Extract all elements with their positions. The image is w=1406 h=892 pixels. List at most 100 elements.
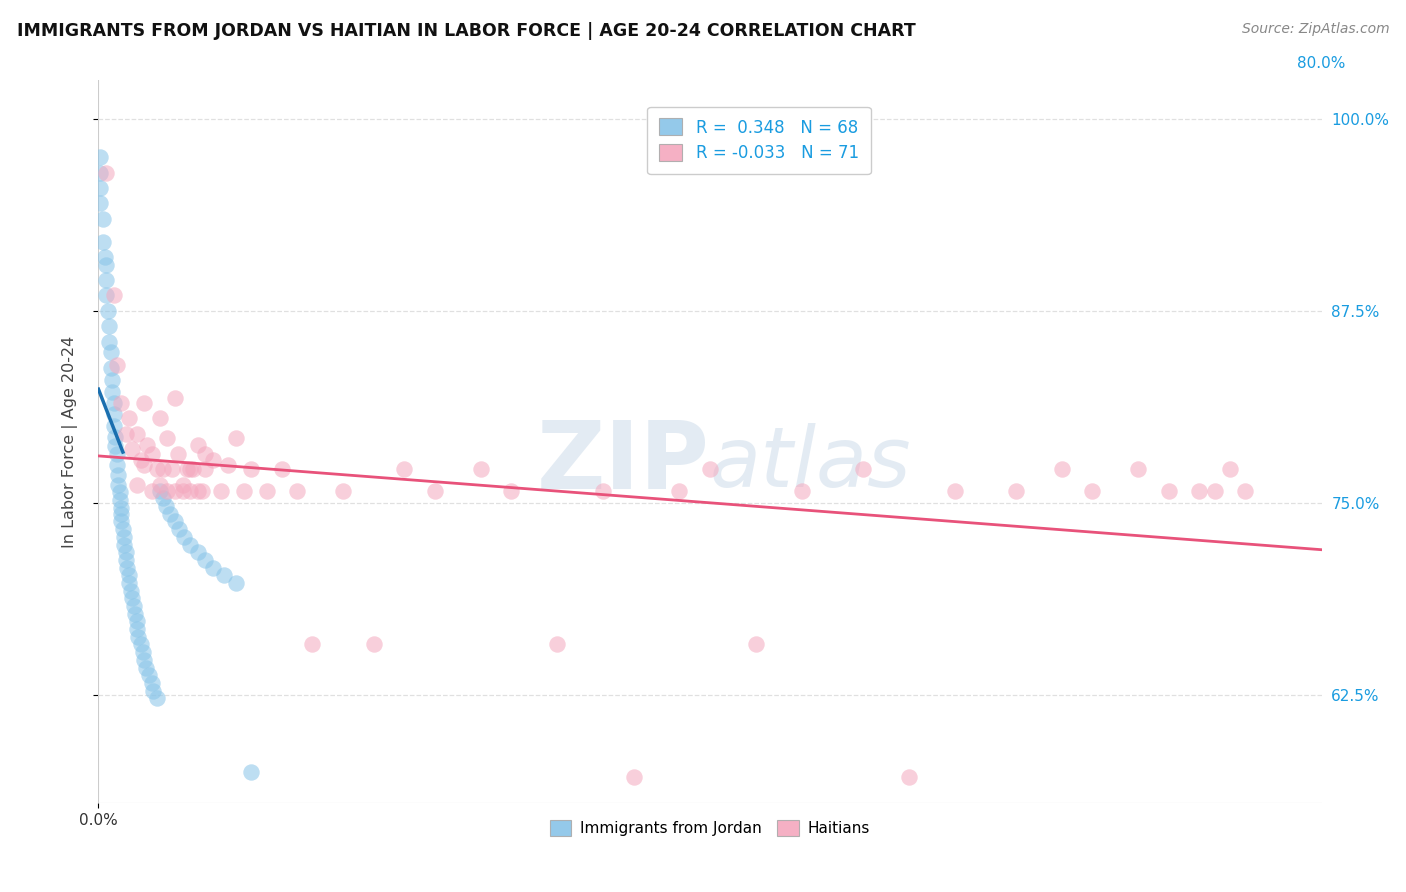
- Point: [1188, 483, 1211, 498]
- Point: [191, 483, 214, 498]
- Point: [134, 396, 156, 410]
- Point: [142, 683, 165, 698]
- Point: [149, 483, 172, 498]
- Point: [699, 462, 721, 476]
- Point: [1050, 462, 1073, 476]
- Point: [89, 196, 111, 211]
- Point: [107, 468, 129, 483]
- Point: [112, 537, 135, 551]
- Point: [897, 770, 920, 784]
- Point: [172, 477, 194, 491]
- Point: [187, 545, 209, 559]
- Y-axis label: In Labor Force | Age 20-24: In Labor Force | Age 20-24: [62, 335, 77, 548]
- Point: [110, 507, 132, 521]
- Point: [156, 432, 179, 446]
- Point: [115, 426, 138, 441]
- Point: [546, 637, 568, 651]
- Text: IMMIGRANTS FROM JORDAN VS HAITIAN IN LABOR FORCE | AGE 20-24 CORRELATION CHART: IMMIGRANTS FROM JORDAN VS HAITIAN IN LAB…: [17, 22, 915, 40]
- Point: [136, 437, 159, 451]
- Point: [132, 645, 155, 659]
- Point: [501, 483, 523, 498]
- Point: [100, 345, 122, 359]
- Point: [179, 462, 201, 476]
- Point: [141, 447, 163, 461]
- Point: [125, 426, 148, 441]
- Point: [623, 770, 645, 784]
- Point: [121, 442, 143, 457]
- Point: [240, 462, 263, 476]
- Point: [301, 637, 323, 651]
- Point: [105, 447, 128, 461]
- Point: [117, 560, 139, 574]
- Point: [217, 458, 239, 472]
- Point: [194, 553, 217, 567]
- Point: [91, 235, 114, 249]
- Point: [98, 319, 121, 334]
- Legend: Immigrants from Jordan, Haitians: Immigrants from Jordan, Haitians: [544, 814, 876, 842]
- Point: [103, 396, 125, 410]
- Point: [135, 660, 157, 674]
- Point: [149, 411, 172, 425]
- Point: [145, 462, 167, 476]
- Point: [181, 462, 204, 476]
- Point: [232, 483, 254, 498]
- Point: [110, 396, 132, 410]
- Point: [1128, 462, 1150, 476]
- Point: [149, 477, 172, 491]
- Point: [256, 483, 278, 498]
- Point: [163, 515, 186, 529]
- Text: atlas: atlas: [710, 423, 911, 504]
- Point: [852, 462, 875, 476]
- Point: [209, 483, 232, 498]
- Point: [169, 522, 191, 536]
- Point: [125, 622, 148, 636]
- Point: [363, 637, 385, 651]
- Point: [112, 530, 135, 544]
- Point: [423, 483, 446, 498]
- Point: [152, 462, 174, 476]
- Point: [103, 419, 125, 434]
- Point: [103, 288, 125, 302]
- Point: [107, 477, 129, 491]
- Point: [94, 273, 117, 287]
- Point: [89, 165, 111, 179]
- Point: [103, 407, 125, 421]
- Point: [943, 483, 966, 498]
- Point: [332, 483, 354, 498]
- Point: [202, 453, 225, 467]
- Point: [97, 304, 120, 318]
- Point: [101, 385, 124, 400]
- Point: [120, 583, 142, 598]
- Point: [1081, 483, 1104, 498]
- Point: [172, 483, 194, 498]
- Point: [668, 483, 690, 498]
- Point: [89, 181, 111, 195]
- Point: [115, 545, 138, 559]
- Point: [160, 462, 183, 476]
- Point: [111, 522, 134, 536]
- Point: [89, 150, 111, 164]
- Point: [187, 437, 209, 451]
- Point: [94, 165, 117, 179]
- Point: [392, 462, 416, 476]
- Point: [194, 447, 217, 461]
- Point: [129, 453, 152, 467]
- Point: [138, 668, 160, 682]
- Point: [1234, 483, 1257, 498]
- Point: [187, 483, 209, 498]
- Point: [1204, 483, 1226, 498]
- Point: [125, 477, 148, 491]
- Point: [179, 537, 201, 551]
- Point: [91, 211, 114, 226]
- Point: [125, 615, 148, 629]
- Point: [1157, 483, 1180, 498]
- Point: [94, 258, 117, 272]
- Point: [1219, 462, 1241, 476]
- Point: [104, 430, 127, 444]
- Point: [145, 691, 167, 706]
- Point: [745, 637, 768, 651]
- Point: [100, 360, 122, 375]
- Point: [225, 576, 247, 591]
- Point: [202, 560, 225, 574]
- Point: [129, 637, 152, 651]
